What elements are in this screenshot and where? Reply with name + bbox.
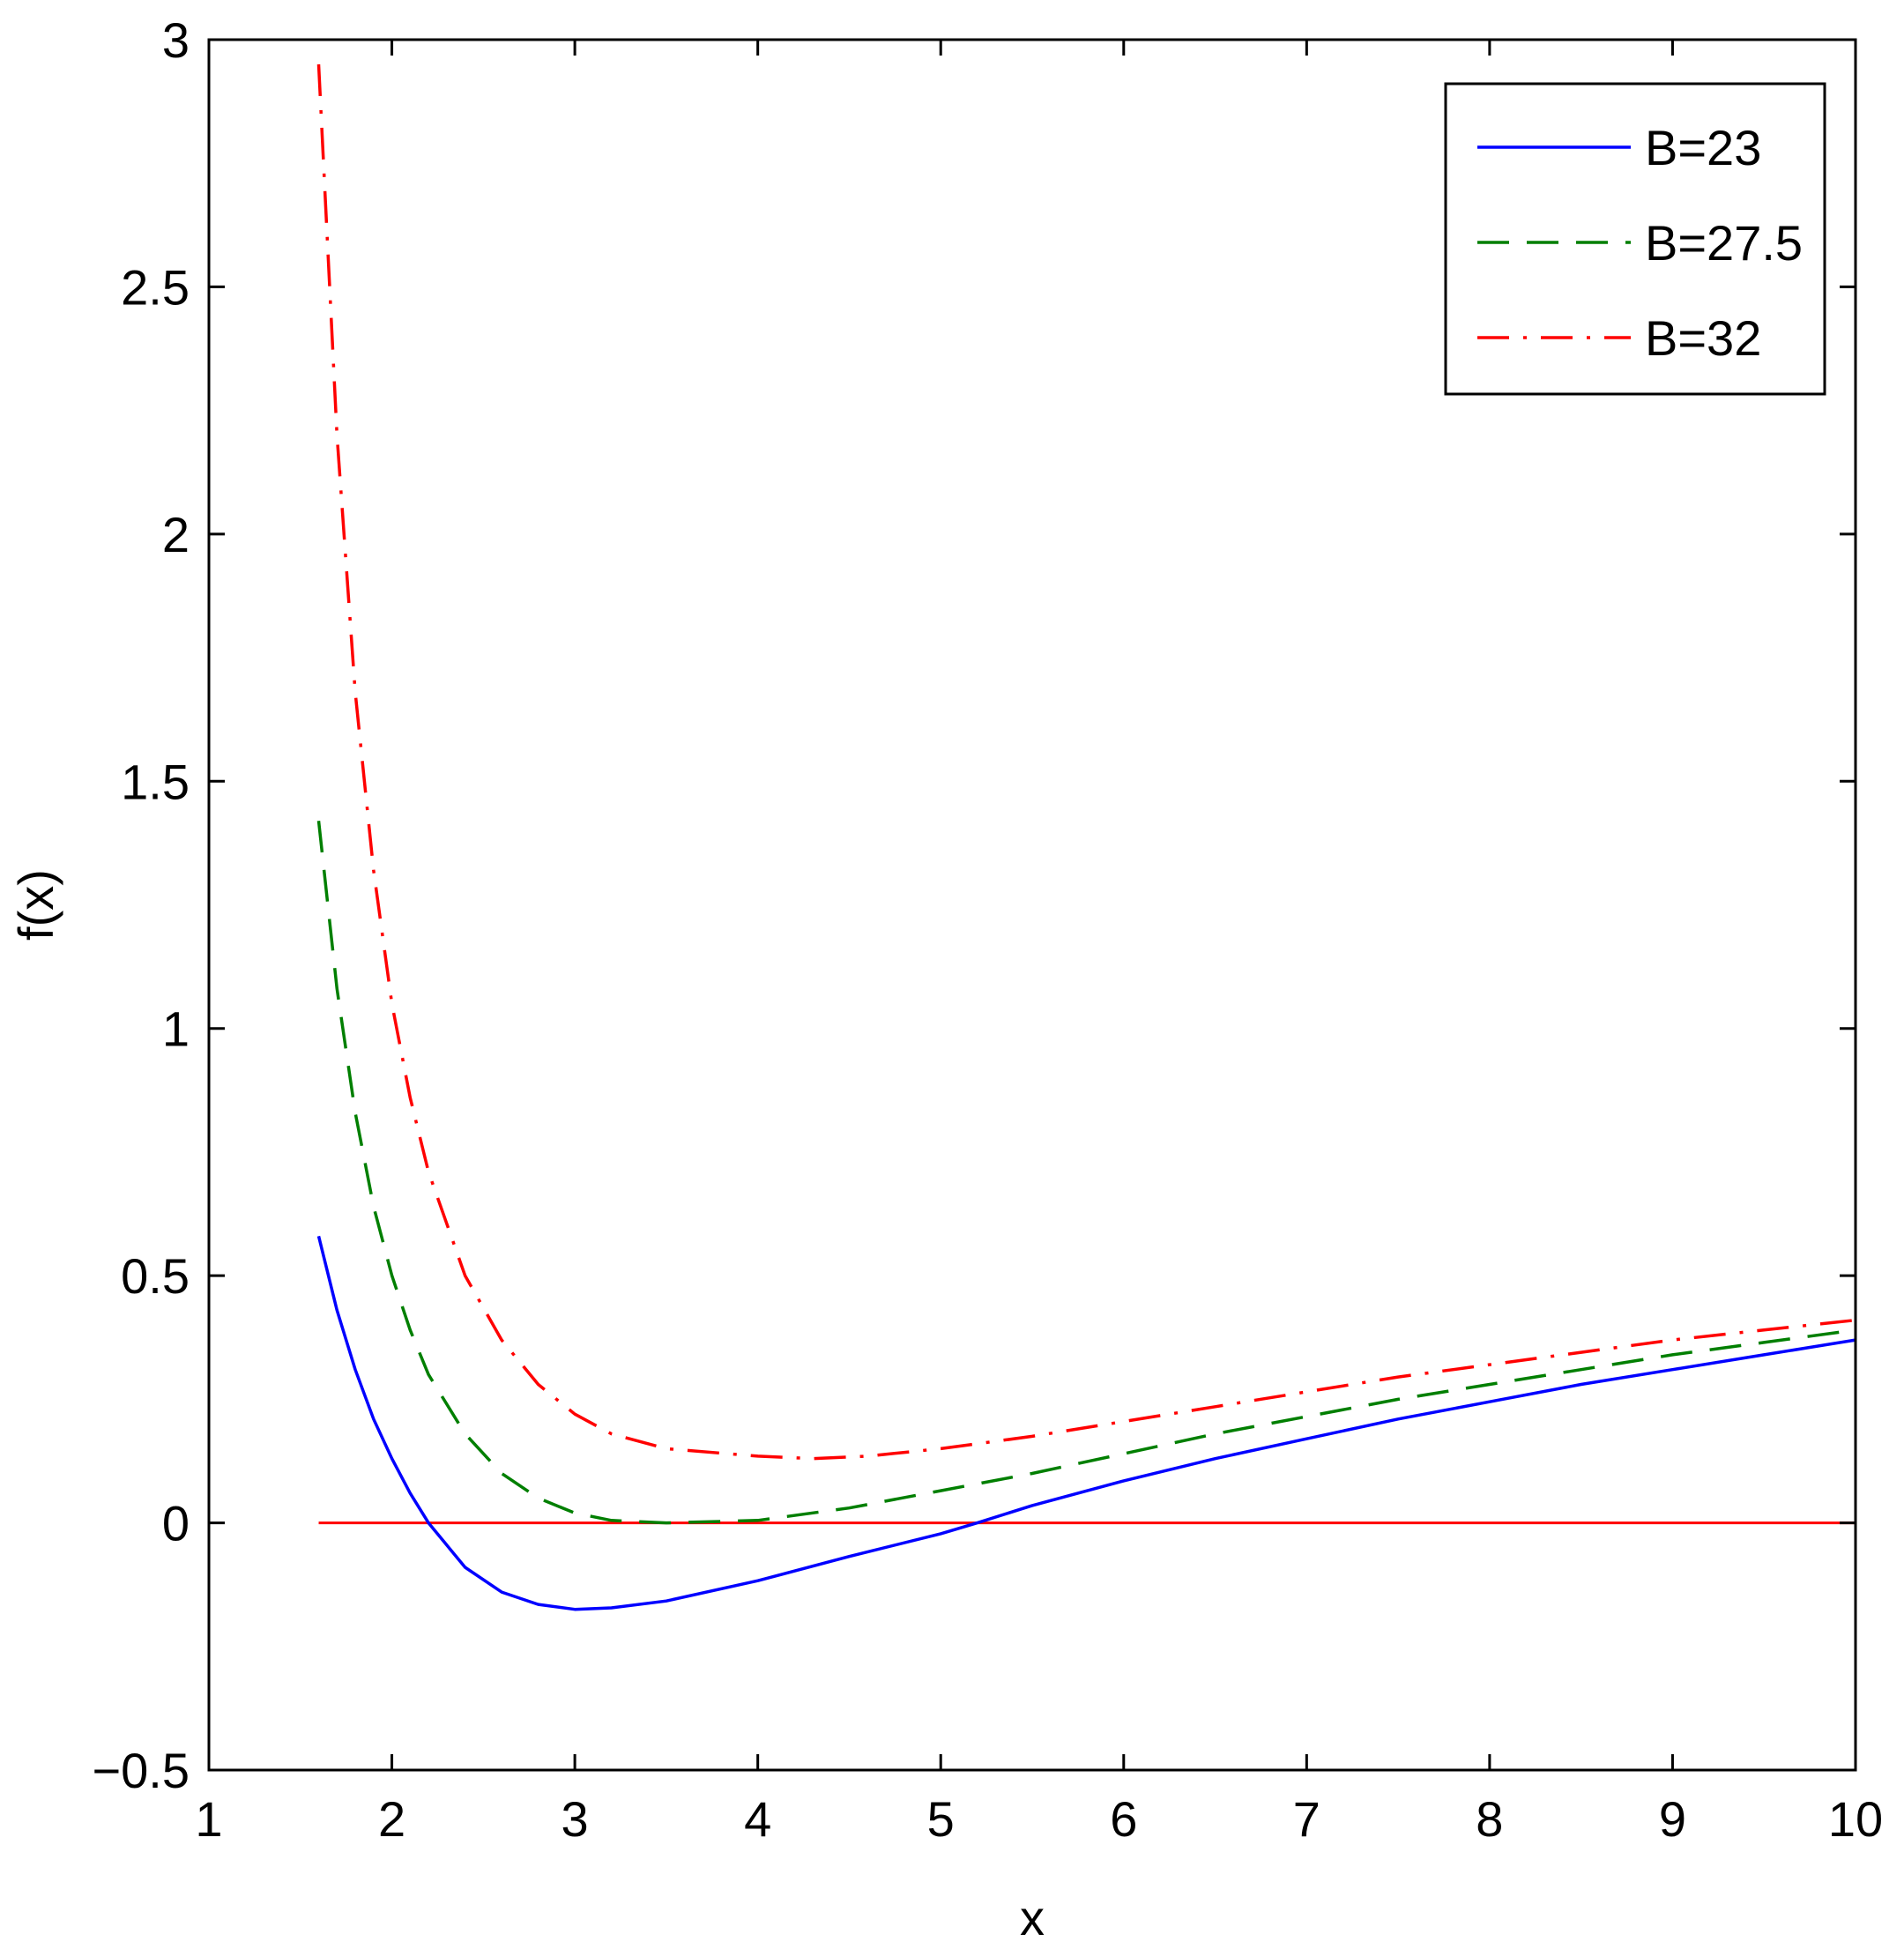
y-tick-label: 0.5 <box>121 1248 190 1304</box>
legend-label-2: B=27.5 <box>1645 215 1803 271</box>
y-tick-label: 2 <box>162 507 190 562</box>
legend-label-3: B=32 <box>1645 310 1761 366</box>
legend: B=23 B=27.5 B=32 <box>1444 82 1826 396</box>
y-tick-label: −0.5 <box>92 1743 190 1798</box>
legend-label-1: B=23 <box>1645 120 1761 175</box>
y-axis-title: f(x) <box>8 869 63 941</box>
x-tick-label: 9 <box>1659 1791 1686 1847</box>
x-tick-label: 2 <box>378 1791 405 1847</box>
y-tick-label: 1.5 <box>121 754 190 809</box>
x-tick-label: 8 <box>1476 1791 1503 1847</box>
y-tick-label: 0 <box>162 1496 190 1551</box>
y-tick-label: 1 <box>162 1001 190 1057</box>
legend-box <box>1444 82 1826 396</box>
x-tick-label: 10 <box>1828 1791 1883 1847</box>
x-tick-label: 6 <box>1110 1791 1137 1847</box>
x-tick-label: 1 <box>195 1791 222 1847</box>
plot-frame <box>207 38 1857 1772</box>
series-line-2 <box>316 821 1856 1525</box>
x-tick-label: 3 <box>562 1791 589 1847</box>
x-tick-label: 7 <box>1293 1791 1320 1847</box>
series-line-1 <box>316 1235 1856 1611</box>
y-tick-label: 3 <box>162 12 190 68</box>
x-axis-title: x <box>1020 1890 1045 1945</box>
axes-group: 1 2 3 4 5 6 7 8 9 10 −0.5 0 0.5 1 1.5 2 2.5 3 x f(x) <box>8 12 1883 1945</box>
x-tick-label: 4 <box>744 1791 771 1847</box>
y-tick-label: 2.5 <box>121 259 190 315</box>
series-line-3 <box>316 63 1856 1461</box>
series-group <box>316 63 1856 1611</box>
x-tick-label: 5 <box>927 1791 955 1847</box>
